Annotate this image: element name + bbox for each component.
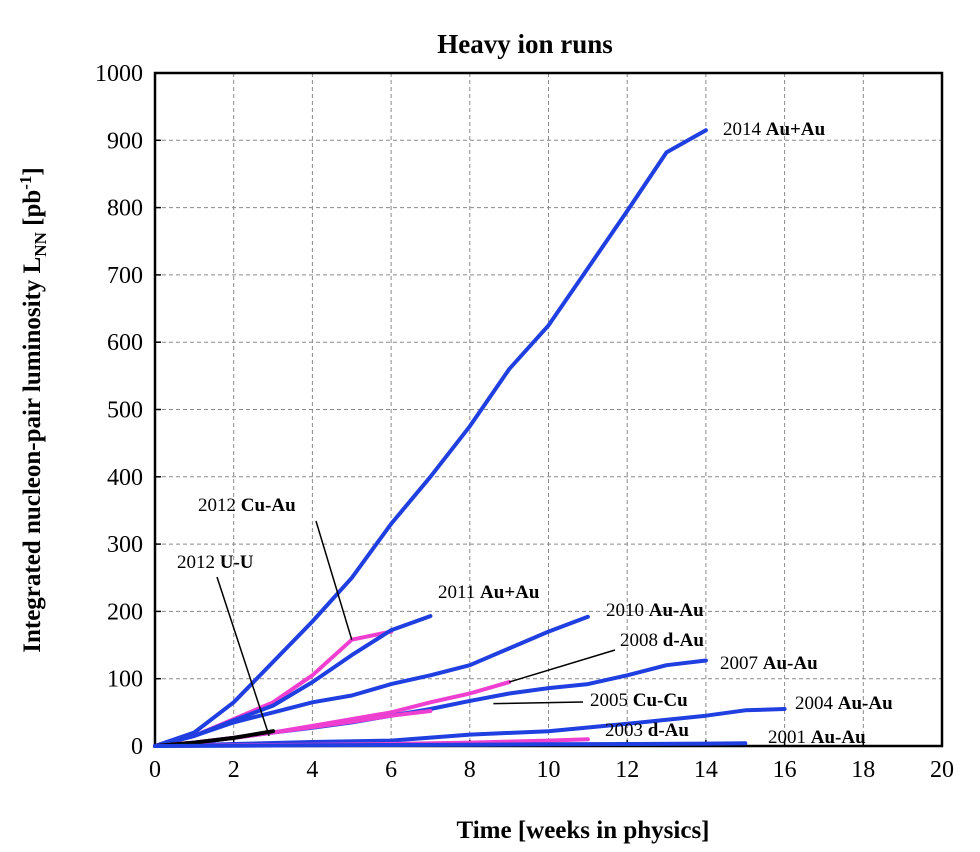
y-tick-label-0: 0	[131, 734, 143, 760]
y-axis-ticks: 0 100 200 300 400 500 600 700 800 900 1000	[95, 61, 161, 760]
series-line-2011-au-au	[153, 614, 433, 748]
x-tick-label-8: 8	[464, 757, 476, 783]
label-year: 2012	[198, 495, 241, 516]
label-2012-u-u: 2012 U-U	[177, 552, 254, 573]
label-species: Au+Au	[480, 582, 540, 603]
label-2004-au-au: 2004 Au-Au	[795, 693, 893, 714]
label-species: Au-Au	[763, 653, 818, 674]
label-species: U-U	[220, 552, 254, 573]
label-species: Au-Au	[649, 600, 704, 621]
y-axis-title-unit-close: ]	[19, 167, 46, 175]
y-tick-label-300: 300	[107, 532, 143, 558]
label-2001-au-au: 2001 Au-Au	[768, 727, 866, 748]
x-axis-ticks: 0 2 4 6 8 10 12 14 16 18 20	[149, 740, 954, 783]
label-2010-au-au: 2010 Au-Au	[606, 600, 704, 621]
label-species: Au+Au	[766, 119, 826, 140]
label-year: 2012	[177, 552, 220, 573]
label-year: 2008	[620, 630, 663, 651]
x-tick-label-12: 12	[615, 757, 639, 783]
grid-lines	[155, 73, 942, 746]
x-tick-label-16: 16	[773, 757, 797, 783]
y-tick-label-400: 400	[107, 465, 143, 491]
leader-lines	[216, 520, 616, 737]
label-species: Cu-Cu	[633, 690, 688, 711]
y-axis-title: Integrated nucleon-pair luminosity LNN […	[16, 167, 50, 653]
x-tick-label-0: 0	[149, 757, 161, 783]
label-2012-cu-au: 2012 Cu-Au	[198, 495, 296, 516]
leader-2012-cu-au	[315, 520, 353, 640]
leader-2012-u-u	[216, 576, 270, 737]
label-2003-d-au: 2003 d-Au	[605, 720, 689, 741]
y-axis-title-unit: [pb	[19, 190, 46, 232]
label-species: Cu-Au	[241, 495, 296, 516]
label-species: Au-Au	[838, 693, 893, 714]
label-year: 2007	[720, 653, 763, 674]
label-year: 2001	[768, 727, 811, 748]
label-2008-d-au: 2008 d-Au	[620, 630, 704, 651]
y-axis-title-superscript: -1	[16, 176, 35, 190]
series-line-2014-au-au	[153, 128, 708, 748]
label-year: 2014	[723, 119, 766, 140]
label-2011-au-au: 2011 Au+Au	[438, 582, 540, 603]
y-axis-title-main: Integrated nucleon-pair luminosity L	[19, 257, 46, 653]
series-line-2012-cu-au	[153, 629, 394, 748]
y-tick-label-800: 800	[107, 196, 143, 222]
y-tick-label-1000: 1000	[95, 61, 143, 87]
label-year: 2005	[590, 690, 633, 711]
x-tick-label-4: 4	[306, 757, 318, 783]
y-tick-label-700: 700	[107, 263, 143, 289]
label-species: d-Au	[663, 630, 705, 651]
label-2014-au-au: 2014 Au+Au	[723, 119, 826, 140]
label-species: d-Au	[648, 720, 690, 741]
x-tick-label-10: 10	[537, 757, 561, 783]
x-tick-label-6: 6	[385, 757, 397, 783]
y-axis-title-subscript: NN	[31, 231, 50, 256]
x-axis-title: Time [weeks in physics]	[456, 817, 709, 844]
y-tick-label-600: 600	[107, 330, 143, 356]
y-tick-label-200: 200	[107, 599, 143, 625]
x-tick-label-18: 18	[851, 757, 875, 783]
y-tick-label-500: 500	[107, 398, 143, 424]
label-species: Au-Au	[811, 727, 866, 748]
label-year: 2010	[606, 600, 649, 621]
series-line-2001-au-au	[153, 741, 748, 748]
series-layer	[153, 128, 787, 748]
x-tick-label-20: 20	[930, 757, 954, 783]
label-year: 2011	[438, 582, 480, 603]
label-2005-cu-cu: 2005 Cu-Cu	[590, 690, 688, 711]
leader-2005-cu-cu	[493, 701, 584, 705]
chart-title: Heavy ion runs	[437, 29, 613, 59]
x-tick-label-14: 14	[694, 757, 718, 783]
x-tick-label-2: 2	[228, 757, 240, 783]
series-line-2010-au-au	[153, 614, 590, 748]
label-2007-au-au: 2007 Au-Au	[720, 653, 818, 674]
leader-2008-d-au	[508, 649, 616, 683]
y-tick-label-900: 900	[107, 128, 143, 154]
y-tick-label-100: 100	[107, 667, 143, 693]
label-year: 2004	[795, 693, 838, 714]
label-year: 2003	[605, 720, 648, 741]
